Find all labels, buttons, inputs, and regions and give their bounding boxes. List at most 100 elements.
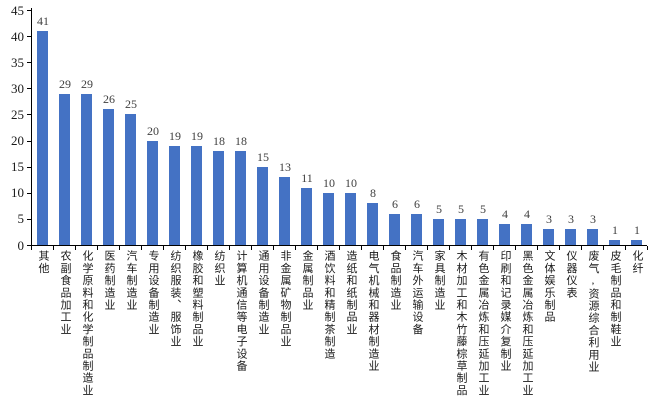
x-tick-mark — [427, 246, 428, 250]
x-category-label: 通用设备制造业 — [257, 250, 269, 336]
x-axis-line — [31, 245, 647, 246]
x-tick-mark — [273, 246, 274, 250]
x-tick-mark — [317, 246, 318, 250]
bar — [543, 229, 554, 245]
x-tick-mark — [97, 246, 98, 250]
bar-value-label: 1 — [634, 223, 640, 237]
x-tick-mark — [603, 246, 604, 250]
bar — [191, 146, 202, 245]
x-tick-mark — [141, 246, 142, 250]
bar-value-label: 25 — [125, 97, 137, 111]
bar-value-label: 15 — [257, 150, 269, 164]
x-tick-mark — [119, 246, 120, 250]
x-tick-mark — [251, 246, 252, 250]
x-tick-mark — [75, 246, 76, 250]
bar-value-label: 3 — [568, 212, 574, 226]
bar-value-label: 3 — [546, 212, 552, 226]
bar-value-label: 6 — [392, 197, 398, 211]
bar — [213, 151, 224, 245]
bar — [587, 229, 598, 245]
y-tick-label: 0 — [17, 238, 25, 253]
bar-value-label: 11 — [301, 171, 313, 185]
x-tick-mark — [361, 246, 362, 250]
y-tick-mark — [27, 88, 31, 89]
x-category-label: 文体娱乐制品 — [543, 250, 555, 324]
x-category-label: 计算机通信等电子设备 — [235, 250, 247, 372]
x-tick-mark — [581, 246, 582, 250]
x-category-label: 造纸和纸制品业 — [345, 250, 357, 336]
bar — [301, 188, 312, 245]
x-tick-mark — [625, 246, 626, 250]
bar-value-label: 10 — [345, 176, 357, 190]
x-category-label: 电气机械和器材制造业 — [367, 250, 379, 372]
y-tick-label: 35 — [11, 55, 24, 70]
y-tick-mark — [27, 193, 31, 194]
x-category-label: 化纤 — [631, 250, 643, 275]
bar-value-label: 19 — [169, 129, 181, 143]
x-category-label: 汽车外运输设备 — [411, 250, 423, 336]
y-tick-mark — [27, 36, 31, 37]
bar — [521, 224, 532, 245]
y-tick-mark — [27, 167, 31, 168]
bar — [37, 31, 48, 245]
bar-value-label: 1 — [612, 223, 618, 237]
x-category-label: 化学原料和化学制品制造业 — [81, 250, 93, 397]
bar — [147, 141, 158, 245]
x-category-label: 医药制造业 — [103, 250, 115, 311]
bar-value-label: 4 — [524, 207, 530, 221]
bar — [631, 240, 642, 245]
bar-value-label: 19 — [191, 129, 203, 143]
x-tick-mark — [31, 246, 32, 250]
bar-value-label: 8 — [370, 186, 376, 200]
x-category-label: 农副食品加工业 — [59, 250, 71, 336]
bar — [257, 167, 268, 245]
x-tick-mark — [449, 246, 450, 250]
x-category-label: 非金属矿物制品业 — [279, 250, 291, 348]
x-tick-mark — [471, 246, 472, 250]
x-tick-mark — [53, 246, 54, 250]
x-category-label: 印刷和记录媒介复制业 — [499, 250, 511, 372]
y-tick-mark — [27, 114, 31, 115]
bar — [411, 214, 422, 245]
y-tick-label: 20 — [11, 133, 24, 148]
x-tick-mark — [515, 246, 516, 250]
bar-value-label: 18 — [213, 134, 225, 148]
bar-value-label: 41 — [37, 14, 49, 28]
y-tick-mark — [27, 10, 31, 11]
x-category-label: 专用设备制造业 — [147, 250, 159, 336]
bar — [455, 219, 466, 245]
y-tick-label: 10 — [11, 185, 24, 200]
bar — [279, 177, 290, 245]
x-category-label: 橡胶和塑料制品业 — [191, 250, 203, 348]
x-category-label: 家具制造业 — [433, 250, 445, 311]
x-tick-mark — [405, 246, 406, 250]
x-category-label: 金属制品业 — [301, 250, 313, 311]
x-category-label: 仪器仪表 — [565, 250, 577, 299]
bar — [389, 214, 400, 245]
x-tick-mark — [229, 246, 230, 250]
x-tick-mark — [295, 246, 296, 250]
bar-value-label: 3 — [590, 212, 596, 226]
bar-value-label: 20 — [147, 124, 159, 138]
x-category-label: 汽车制造业 — [125, 250, 137, 311]
x-category-label: 有色金属冶炼和压延加工业 — [477, 250, 489, 397]
bar — [477, 219, 488, 245]
x-category-label: 废气,资源综合利用业 — [587, 250, 599, 373]
y-tick-label: 40 — [11, 29, 24, 44]
bar-value-label: 18 — [235, 134, 247, 148]
bar-value-label: 26 — [103, 92, 115, 106]
bar — [125, 114, 136, 245]
y-tick-mark — [27, 245, 31, 246]
x-tick-mark — [559, 246, 560, 250]
x-category-label: 纺织服装、服饰业 — [169, 250, 181, 348]
y-tick-label: 30 — [11, 81, 24, 96]
bar — [169, 146, 180, 245]
bar — [345, 193, 356, 245]
bar-value-label: 13 — [279, 160, 291, 174]
x-tick-mark — [493, 246, 494, 250]
bar — [433, 219, 444, 245]
bar — [59, 94, 70, 245]
